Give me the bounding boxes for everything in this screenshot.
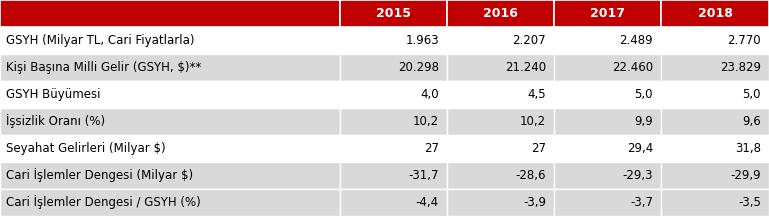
Text: 21.240: 21.240 — [505, 61, 546, 74]
Bar — [554, 54, 661, 81]
Bar — [554, 189, 661, 216]
Text: 27: 27 — [424, 142, 439, 155]
Text: 27: 27 — [531, 142, 546, 155]
Text: 2.207: 2.207 — [512, 34, 546, 47]
Bar — [554, 81, 661, 108]
Text: 1.963: 1.963 — [405, 34, 439, 47]
Text: 4,5: 4,5 — [528, 88, 546, 101]
Bar — [447, 0, 554, 27]
Bar — [340, 81, 447, 108]
Bar — [340, 0, 447, 27]
Text: GSYH Büyümesi: GSYH Büyümesi — [6, 88, 101, 101]
Bar — [0, 0, 340, 27]
Text: Cari İşlemler Dengesi (Milyar $): Cari İşlemler Dengesi (Milyar $) — [6, 169, 193, 182]
Text: 10,2: 10,2 — [520, 115, 546, 128]
Text: 20.298: 20.298 — [398, 61, 439, 74]
Bar — [447, 189, 554, 216]
Text: 2.489: 2.489 — [619, 34, 653, 47]
Text: 9,6: 9,6 — [742, 115, 761, 128]
Bar — [554, 27, 661, 54]
Bar — [0, 135, 340, 162]
Text: 2018: 2018 — [697, 7, 732, 20]
Bar — [447, 162, 554, 189]
Bar — [661, 108, 769, 135]
Text: -3,7: -3,7 — [630, 196, 653, 209]
Bar — [340, 108, 447, 135]
Bar — [0, 108, 340, 135]
Bar — [447, 54, 554, 81]
Bar — [661, 27, 769, 54]
Text: GSYH (Milyar TL, Cari Fiyatlarla): GSYH (Milyar TL, Cari Fiyatlarla) — [6, 34, 195, 47]
Text: 22.460: 22.460 — [612, 61, 653, 74]
Text: 2.770: 2.770 — [727, 34, 761, 47]
Text: -31,7: -31,7 — [408, 169, 439, 182]
Bar — [447, 81, 554, 108]
Text: 5,0: 5,0 — [634, 88, 653, 101]
Text: 4,0: 4,0 — [421, 88, 439, 101]
Bar — [661, 81, 769, 108]
Text: 2016: 2016 — [483, 7, 518, 20]
Bar — [661, 0, 769, 27]
Text: -4,4: -4,4 — [416, 196, 439, 209]
Bar — [0, 81, 340, 108]
Text: -29,3: -29,3 — [622, 169, 653, 182]
Text: 5,0: 5,0 — [743, 88, 761, 101]
Text: 9,9: 9,9 — [634, 115, 653, 128]
Bar — [554, 0, 661, 27]
Text: 10,2: 10,2 — [413, 115, 439, 128]
Bar — [0, 54, 340, 81]
Bar — [340, 27, 447, 54]
Bar — [0, 189, 340, 216]
Bar — [447, 108, 554, 135]
Bar — [340, 135, 447, 162]
Text: Seyahat Gelirleri (Milyar $): Seyahat Gelirleri (Milyar $) — [6, 142, 165, 155]
Text: -28,6: -28,6 — [515, 169, 546, 182]
Text: 23.829: 23.829 — [720, 61, 761, 74]
Text: 2015: 2015 — [376, 7, 411, 20]
Text: 31,8: 31,8 — [735, 142, 761, 155]
Bar — [554, 162, 661, 189]
Text: -3,5: -3,5 — [738, 196, 761, 209]
Bar — [554, 108, 661, 135]
Bar — [661, 135, 769, 162]
Bar — [661, 54, 769, 81]
Bar — [447, 27, 554, 54]
Bar — [661, 162, 769, 189]
Bar — [340, 54, 447, 81]
Text: -29,9: -29,9 — [731, 169, 761, 182]
Bar — [0, 27, 340, 54]
Text: -3,9: -3,9 — [523, 196, 546, 209]
Bar — [554, 135, 661, 162]
Bar — [447, 135, 554, 162]
Bar — [340, 162, 447, 189]
Text: 2017: 2017 — [590, 7, 625, 20]
Bar — [340, 189, 447, 216]
Bar — [661, 189, 769, 216]
Text: 29,4: 29,4 — [627, 142, 653, 155]
Bar — [0, 162, 340, 189]
Text: İşsizlik Oranı (%): İşsizlik Oranı (%) — [6, 115, 105, 128]
Text: Kişi Başına Milli Gelir (GSYH, $)**: Kişi Başına Milli Gelir (GSYH, $)** — [6, 61, 201, 74]
Text: Cari İşlemler Dengesi / GSYH (%): Cari İşlemler Dengesi / GSYH (%) — [6, 196, 201, 209]
